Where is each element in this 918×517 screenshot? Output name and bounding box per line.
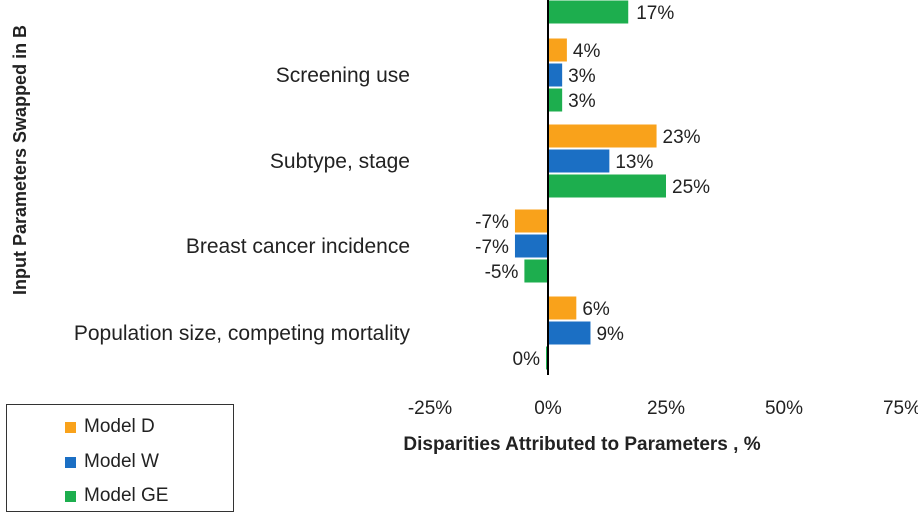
bar-model-d-subtype-stage: [548, 124, 657, 148]
legend-label-model-w: Model W: [84, 451, 159, 472]
legend-swatch-model-d: [65, 421, 76, 433]
bar-model-d-population-size-competing-mortality: [548, 296, 577, 320]
bar-model-d-screening-use: [548, 38, 567, 62]
x-tick-label-4: 75%: [883, 398, 918, 419]
legend-swatch-model-ge: [65, 490, 76, 502]
category-label-subtype-stage: Subtype, stage: [270, 150, 410, 173]
bar-model-ge-screening-use: [548, 88, 563, 112]
bar-model-d-breast-cancer-incidence: [514, 209, 548, 233]
value-label-cropped-top: 17%: [636, 3, 674, 24]
x-tick-label-3: 50%: [765, 398, 803, 419]
bar-model-w-screening-use: [548, 63, 563, 87]
value-label-model-d-subtype-stage: 23%: [663, 127, 701, 148]
legend-item-model-d: Model D: [65, 416, 155, 438]
legend-label-model-ge: Model GE: [84, 485, 169, 506]
value-label-model-ge-screening-use: 3%: [568, 91, 596, 112]
category-label-screening-use: Screening use: [276, 64, 410, 87]
legend: Model D Model W Model GE: [6, 404, 234, 512]
value-label-model-ge-breast-cancer-incidence: -5%: [485, 262, 519, 283]
category-label-breast-cancer-incidence: Breast cancer incidence: [186, 235, 410, 258]
value-label-model-w-breast-cancer-incidence: -7%: [475, 237, 509, 258]
value-label-model-d-breast-cancer-incidence: -7%: [475, 212, 509, 233]
legend-item-model-w: Model W: [65, 451, 159, 473]
x-tick-label-1: 0%: [534, 398, 562, 419]
bar-model-ge-subtype-stage: [548, 174, 666, 198]
bar-model-w-population-size-competing-mortality: [548, 321, 591, 345]
value-label-model-w-screening-use: 3%: [568, 66, 596, 87]
bar-model-ge-breast-cancer-incidence: [524, 259, 548, 283]
value-label-model-ge-subtype-stage: 25%: [672, 177, 710, 198]
y-axis-title: Input Parameters Swapped in B: [10, 25, 30, 295]
x-axis-title: Disparities Attributed to Parameters , %: [403, 434, 760, 455]
value-label-model-ge-population-size-competing-mortality: 0%: [513, 349, 541, 370]
value-label-model-w-subtype-stage: 13%: [615, 152, 653, 173]
x-tick-label-0: -25%: [408, 398, 452, 419]
legend-label-model-d: Model D: [84, 416, 155, 437]
value-label-model-w-population-size-competing-mortality: 9%: [596, 324, 624, 345]
bar-model-w-breast-cancer-incidence: [514, 234, 548, 258]
x-tick-label-2: 25%: [647, 398, 685, 419]
legend-item-model-ge: Model GE: [65, 485, 168, 507]
value-label-model-d-screening-use: 4%: [573, 41, 601, 62]
legend-swatch-model-w: [65, 456, 76, 468]
bar-model-w-subtype-stage: [548, 149, 610, 173]
bar-model-ge-cropped-top: [548, 0, 629, 24]
category-label-population-size-competing-mortality: Population size, competing mortality: [74, 322, 411, 345]
value-label-model-d-population-size-competing-mortality: 6%: [582, 299, 610, 320]
